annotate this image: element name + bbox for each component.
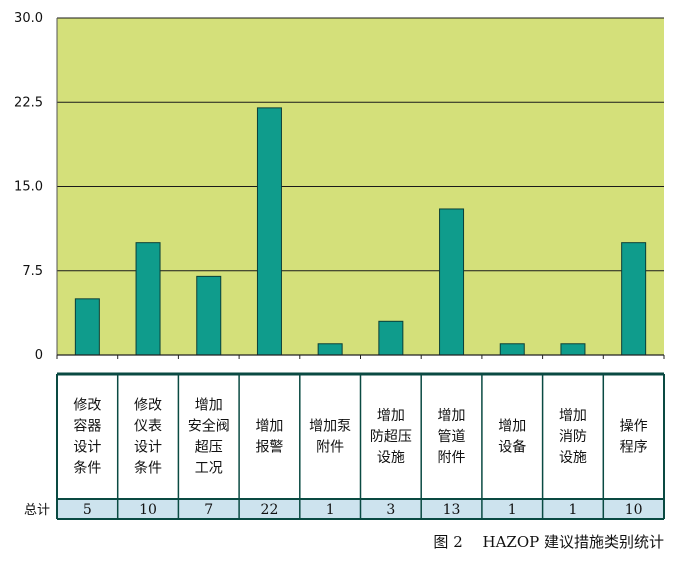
- category-label: 管道: [438, 429, 466, 445]
- category-label: 工况: [195, 461, 223, 477]
- category-label: 设施: [559, 450, 587, 466]
- category-label: 附件: [316, 440, 344, 456]
- figure-caption: 图 2 HAZOP 建议措施类别统计: [433, 533, 664, 551]
- category-label: 增加: [438, 408, 466, 424]
- category-label: 设施: [377, 450, 405, 466]
- category-label: 仪表: [134, 419, 162, 435]
- y-tick-label: 30.0: [14, 11, 43, 26]
- category-label: 条件: [134, 460, 162, 477]
- bar: [196, 275, 222, 356]
- category-label: 增加: [195, 398, 223, 414]
- category-label: 设计: [73, 440, 101, 456]
- total-value: 10: [139, 502, 157, 518]
- category-label: 增加: [377, 408, 405, 424]
- total-value: 3: [386, 502, 395, 518]
- bar: [499, 343, 525, 356]
- y-tick-label: 22.5: [14, 95, 43, 110]
- bar: [74, 298, 100, 356]
- category-label: 设计: [134, 440, 162, 456]
- category-label: 修改: [73, 398, 101, 414]
- category-label: 安全阀: [188, 418, 230, 435]
- total-value: 10: [625, 502, 643, 518]
- y-tick-label: 15.0: [14, 180, 43, 195]
- category-label: 增加泵: [309, 419, 351, 435]
- bar: [378, 320, 404, 356]
- bar: [621, 242, 647, 356]
- category-label: 防超压: [370, 429, 412, 445]
- category-label: 操作: [620, 419, 648, 435]
- category-label: 条件: [73, 460, 101, 477]
- bar: [439, 208, 465, 356]
- category-label: 程序: [620, 440, 648, 456]
- category-label: 修改: [134, 398, 162, 414]
- category-label: 附件: [438, 450, 466, 466]
- bar: [560, 343, 586, 356]
- total-value: 13: [443, 502, 461, 518]
- total-value: 1: [508, 502, 517, 518]
- category-label: 消防: [559, 429, 587, 445]
- total-value: 7: [204, 502, 213, 518]
- category-label: 容器: [73, 418, 101, 435]
- category-label: 报警: [255, 440, 283, 456]
- category-label: 设备: [498, 439, 526, 456]
- total-row-label: 总计: [24, 503, 50, 518]
- y-tick-label: 0: [35, 348, 43, 363]
- total-value: 1: [568, 502, 577, 518]
- total-value: 22: [261, 502, 279, 518]
- bar: [256, 107, 282, 356]
- category-label: 增加: [498, 419, 526, 435]
- bar: [135, 242, 161, 356]
- bar: [317, 343, 343, 356]
- total-value: 5: [83, 502, 92, 518]
- category-label: 增加: [255, 419, 283, 435]
- category-label: 增加: [559, 408, 587, 424]
- total-value: 1: [326, 502, 335, 518]
- category-label: 超压: [195, 440, 223, 456]
- y-tick-label: 7.5: [22, 264, 43, 279]
